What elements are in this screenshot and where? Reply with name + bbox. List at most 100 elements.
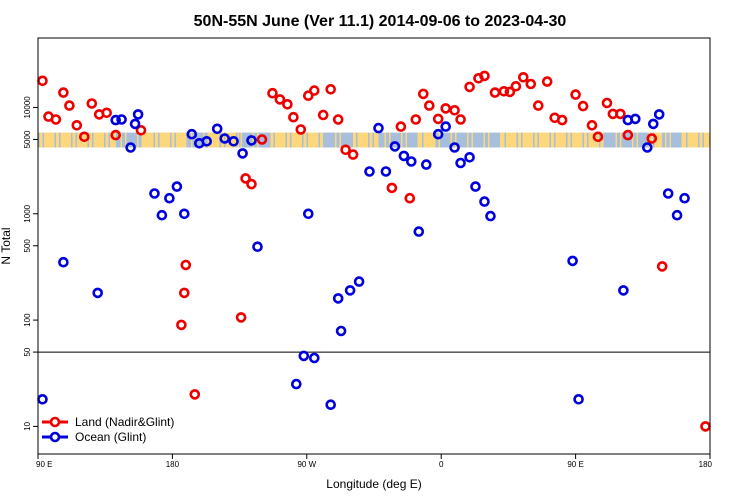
- band-segment-land: [275, 132, 277, 148]
- band-segment-ocean: [263, 132, 265, 148]
- band-segment-ocean: [318, 132, 321, 148]
- band-segment-ocean: [470, 132, 472, 148]
- band-segment-ocean: [453, 132, 456, 148]
- band-segment-ocean: [468, 132, 471, 148]
- band-segment-ocean: [447, 132, 450, 148]
- band-segment-land: [455, 132, 457, 148]
- point-ocean: [171, 181, 183, 192]
- band-segment-land: [102, 132, 105, 148]
- point-land: [235, 312, 247, 323]
- band-segment-ocean: [521, 132, 523, 148]
- point-land: [386, 182, 398, 194]
- band-segment-land: [555, 132, 558, 148]
- band-segment-ocean: [641, 132, 643, 148]
- band-segment-land: [215, 132, 217, 148]
- band-segment-land: [48, 132, 51, 148]
- band-segment-ocean: [138, 132, 141, 148]
- band-segment-ocean: [126, 132, 129, 148]
- band-segment-land: [602, 132, 604, 148]
- band-segment-ocean: [411, 132, 414, 148]
- band-segment-ocean: [341, 132, 343, 148]
- band-segment-land: [546, 132, 549, 148]
- point-land: [64, 100, 75, 111]
- band-segment-ocean: [675, 132, 678, 148]
- band-segment-ocean: [326, 132, 328, 148]
- band-segment-land: [684, 132, 687, 148]
- band-segment-land: [281, 132, 283, 148]
- band-segment-land: [182, 132, 184, 148]
- band-segment-ocean: [489, 132, 492, 148]
- band-segment-ocean: [504, 132, 507, 148]
- band-segment-ocean: [635, 132, 637, 148]
- band-segment-land: [708, 132, 711, 148]
- band-segment-land: [656, 132, 658, 148]
- band-segment-land: [234, 132, 237, 148]
- point-ocean: [37, 393, 48, 405]
- point-land: [189, 389, 201, 400]
- point-ocean: [179, 208, 190, 220]
- band-segment-land: [191, 132, 193, 148]
- point-ocean: [129, 118, 141, 130]
- band-segment-land: [704, 132, 706, 148]
- band-segment-land: [66, 132, 69, 148]
- band-segment-land: [557, 132, 559, 148]
- band-segment-land: [339, 132, 342, 148]
- band-segment-land: [297, 132, 300, 148]
- band-segment-land: [252, 132, 255, 148]
- band-segment-ocean: [666, 132, 669, 148]
- point-ocean: [629, 113, 641, 125]
- band-segment-land: [284, 132, 286, 148]
- point-land: [101, 107, 112, 119]
- band-segment-land: [558, 132, 561, 148]
- band-segment-land: [282, 132, 285, 148]
- band-segment-ocean: [158, 132, 160, 148]
- band-segment-land: [423, 132, 426, 148]
- band-segment-land: [528, 132, 531, 148]
- band-segment-land: [171, 132, 174, 148]
- point-land: [577, 100, 589, 112]
- band-segment-ocean: [678, 132, 681, 148]
- band-segment-land: [551, 132, 553, 148]
- band-segment-ocean: [170, 132, 172, 148]
- band-segment-ocean: [194, 132, 196, 148]
- band-segment-ocean: [273, 132, 276, 148]
- band-segment-land: [525, 132, 528, 148]
- band-segment-land: [56, 132, 58, 148]
- band-segment-land: [276, 132, 279, 148]
- y-axis: 10 50 100 500 1000 5000 10000: [23, 96, 38, 431]
- band-segment-land: [60, 132, 63, 148]
- band-segment-ocean: [495, 132, 498, 148]
- band-segment-ocean: [261, 132, 264, 148]
- band-segment-ocean: [491, 132, 493, 148]
- band-segment-land: [506, 132, 508, 148]
- band-segment-land: [296, 132, 298, 148]
- point-ocean: [246, 135, 257, 146]
- band-segment-land: [552, 132, 555, 148]
- band-segment-ocean: [416, 132, 418, 148]
- band-segment-land: [585, 132, 588, 148]
- point-land: [532, 100, 544, 111]
- band-segment-land: [569, 132, 571, 148]
- band-segment-ocean: [629, 132, 631, 148]
- point-land: [135, 125, 147, 136]
- point-land: [332, 114, 344, 125]
- band-segment-land: [225, 132, 228, 148]
- band-segment-ocean: [380, 132, 382, 148]
- band-segment-land: [144, 132, 147, 148]
- band-segment-land: [575, 132, 577, 148]
- band-segment-ocean: [345, 132, 348, 148]
- band-segment-ocean: [402, 132, 405, 148]
- band-segment-land: [299, 132, 301, 148]
- band-segment-ocean: [387, 132, 390, 148]
- band-segment-ocean: [582, 132, 585, 148]
- band-segment-ocean: [639, 132, 642, 148]
- point-land: [317, 109, 329, 121]
- band-segment-land: [540, 132, 543, 148]
- point-ocean: [405, 156, 417, 167]
- band-segment-ocean: [245, 132, 247, 148]
- band-segment-land: [155, 132, 157, 148]
- point-ocean: [228, 136, 239, 147]
- band-segment-ocean: [392, 132, 394, 148]
- band-segment-land: [669, 132, 672, 148]
- band-segment-land: [683, 132, 685, 148]
